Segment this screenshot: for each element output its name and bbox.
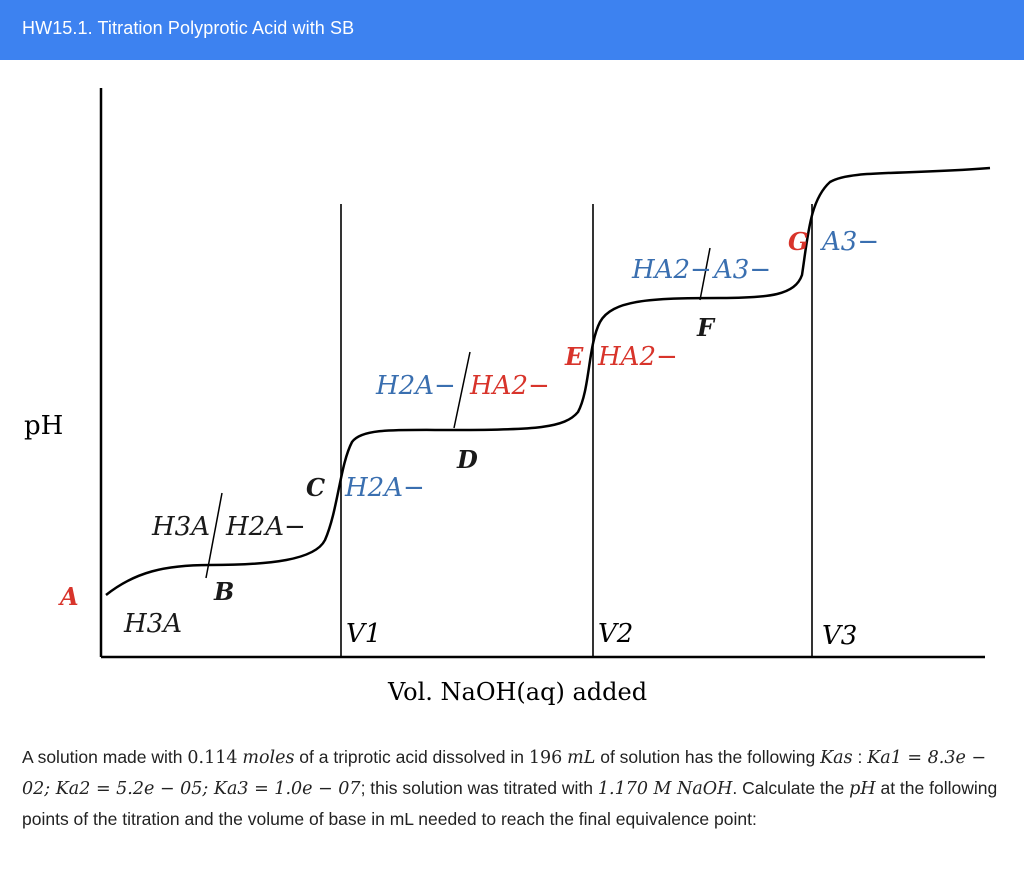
volume-unit: mL [567, 748, 596, 768]
species-label-4a: H2A− [375, 371, 456, 401]
point-label-d: D [456, 445, 478, 474]
problem-text-6: . Calculate the [732, 778, 850, 798]
problem-text-2: of a triprotic acid dissolved in [294, 747, 529, 767]
moles-value: 0.114 [187, 748, 238, 768]
species-label-1: H3A [123, 609, 182, 639]
point-label-b: B [213, 577, 234, 606]
point-label-g: G [788, 227, 809, 256]
volume-value: 196 [528, 748, 563, 768]
moles-unit: moles [242, 748, 295, 768]
point-label-f: F [696, 313, 716, 342]
problem-text-4: : [857, 747, 868, 767]
species-divider-2 [453, 351, 471, 429]
page-title: HW15.1. Titration Polyprotic Acid with S… [22, 18, 355, 38]
species-label-6a: HA2− [631, 255, 712, 285]
point-label-a: A [58, 582, 79, 611]
point-label-c: C [306, 473, 325, 502]
titration-curve-svg: pH Vol. NaOH(aq) added V1 V2 V3 A B C D … [24, 88, 991, 706]
species-label-2a: H3A [151, 512, 210, 542]
problem-statement: A solution made with 0.114 moles of a tr… [22, 742, 1002, 834]
kas-label: Kas [820, 748, 853, 768]
ph-term: pH [849, 779, 876, 799]
problem-text-1: A solution made with [22, 747, 188, 767]
species-divider-3 [699, 247, 711, 301]
species-label-2b: H2A− [225, 512, 306, 542]
species-label-7: A3− [820, 227, 879, 257]
species-divider-1 [205, 492, 223, 579]
species-label-5: HA2− [597, 342, 678, 372]
ka2-expression: Ka2 = 5.2e − 05; [55, 779, 214, 799]
species-label-3: H2A− [344, 473, 425, 503]
species-label-4b: HA2− [469, 371, 550, 401]
titration-curve [105, 166, 991, 596]
ka1-expression: Ka1 = 8.3e − 02; [22, 748, 987, 799]
equivalence-label-v3: V3 [822, 621, 857, 651]
equivalence-label-v2: V2 [598, 619, 633, 649]
point-label-e: E [564, 342, 584, 371]
problem-text-7: at the following points of the titration… [22, 778, 998, 829]
x-axis-label: Vol. NaOH(aq) added [387, 678, 647, 706]
problem-text-3: of solution has the following [595, 747, 821, 767]
naoh-concentration: 1.170 M NaOH [597, 779, 733, 799]
species-label-6b: A3− [712, 255, 771, 285]
titration-curve-figure: pH Vol. NaOH(aq) added V1 V2 V3 A B C D … [0, 60, 1024, 740]
equivalence-label-v1: V1 [346, 619, 381, 649]
y-axis-label: pH [24, 411, 63, 441]
page-header: HW15.1. Titration Polyprotic Acid with S… [0, 0, 1024, 60]
ka3-expression: Ka3 = 1.0e − 07 [213, 779, 361, 799]
problem-text-5: ; this solution was titrated with [360, 778, 598, 798]
